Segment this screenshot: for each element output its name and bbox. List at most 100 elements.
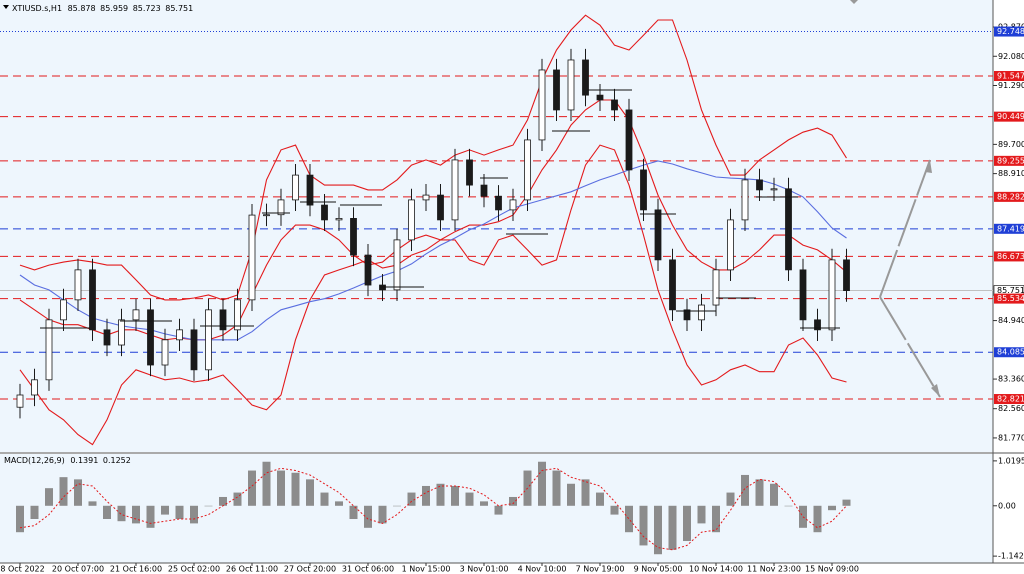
candle-body <box>248 214 256 301</box>
x-tick-label: 20 Oct 07:00 <box>52 565 104 574</box>
header-value: 0.1252 <box>103 456 131 465</box>
projection-arrow <box>879 159 931 298</box>
candle-body <box>509 199 517 211</box>
symbol: XTIUSD.s,H1 <box>12 4 62 13</box>
candle-body <box>31 379 38 396</box>
macd-bar <box>132 505 140 524</box>
indicator-line <box>19 99 847 341</box>
y-tick-label: 88.910 <box>998 169 1024 178</box>
macd-bar <box>103 505 111 519</box>
macd-bar <box>277 470 285 506</box>
macd-bar <box>233 492 242 506</box>
indicator-line <box>19 160 847 341</box>
macd-bar <box>770 483 778 506</box>
x-tick-label: 18 Oct 2022 <box>0 565 45 574</box>
macd-bar <box>755 479 764 506</box>
indicator-line <box>19 144 847 446</box>
macd-bar <box>422 485 430 506</box>
macd-bar <box>262 461 271 506</box>
drawing-objects <box>40 0 941 398</box>
candle-body <box>408 199 415 241</box>
price-level-box <box>994 223 1024 234</box>
price-level-label: 87.419 <box>997 224 1024 233</box>
macd-bar <box>161 505 169 515</box>
macd-bar <box>567 483 575 506</box>
y-tick-label: 83.360 <box>998 375 1024 384</box>
macd-bar <box>581 479 590 506</box>
candle-body <box>16 394 24 408</box>
candle-body <box>89 269 96 331</box>
price-level-box <box>994 394 1024 405</box>
macd-bar <box>784 505 793 507</box>
candle-body <box>524 139 531 201</box>
candle-body <box>103 329 111 346</box>
y-tick-label: 1.0195 <box>998 456 1024 465</box>
price-level-box <box>994 70 1024 81</box>
candle-body <box>640 169 647 211</box>
macd-bar <box>30 505 39 519</box>
header-value: 85.878 <box>68 4 96 13</box>
candle-body <box>176 329 183 341</box>
price-panel <box>0 0 993 452</box>
macd-bar <box>74 479 82 506</box>
candle-body <box>538 69 546 141</box>
price-level-label: 85.751 <box>997 286 1024 295</box>
macd-bar <box>494 505 503 515</box>
macd-bar <box>828 505 836 511</box>
y-tick-label: 89.700 <box>998 140 1024 149</box>
candle-body <box>683 309 691 321</box>
x-tick-label: 31 Oct 06:00 <box>342 565 394 574</box>
price-level-box <box>994 293 1024 304</box>
candle-body <box>698 304 705 321</box>
candle-body <box>828 259 836 331</box>
x-tick-label: 7 Nov 19:00 <box>576 565 625 574</box>
candle-body <box>350 218 357 256</box>
macd-bar <box>842 499 851 506</box>
macd-bar <box>335 501 343 506</box>
macd-bar <box>509 496 517 506</box>
candle-body <box>451 159 459 221</box>
candle-body <box>364 254 372 286</box>
price-level-label: 88.282 <box>997 192 1024 201</box>
candle-body <box>712 269 720 306</box>
x-tick-label: 9 Nov 05:00 <box>634 565 683 574</box>
macd-bar <box>320 492 329 506</box>
candle-body <box>147 309 154 366</box>
candle-body <box>654 209 662 261</box>
menu-triangle <box>3 5 9 9</box>
indicator-line <box>19 14 847 301</box>
price-level-label: 86.673 <box>997 252 1024 261</box>
arrow-head <box>925 160 932 173</box>
macd-bar <box>726 492 735 506</box>
candle-body <box>393 239 401 291</box>
price-level-box <box>994 251 1024 262</box>
macd-bar <box>175 505 184 519</box>
price-level-label: 89.255 <box>997 156 1024 165</box>
macd-bar <box>407 492 416 506</box>
macd-bar <box>59 477 68 506</box>
chart-header: XTIUSD.s,H1 85.878 85.959 85.723 85.751 <box>12 4 193 13</box>
arrow-head <box>931 384 940 397</box>
macd-bar <box>117 505 126 522</box>
header-value: 85.751 <box>165 4 193 13</box>
macd-bar <box>364 505 372 528</box>
indicator-title: MACD(12,26,9) <box>4 456 65 465</box>
macd-bar <box>16 505 24 533</box>
price-level-label: 85.534 <box>997 294 1024 303</box>
macd-bar <box>480 501 488 506</box>
candle-body <box>60 299 67 321</box>
y-tick-label: 91.290 <box>998 81 1024 90</box>
price-level-box <box>994 347 1024 358</box>
y-tick-label: 92.080 <box>998 52 1024 61</box>
candle-body <box>321 204 328 221</box>
macd-header: MACD(12,26,9) 0.1391 0.1252 <box>4 456 131 465</box>
macd-bar <box>813 505 822 533</box>
macd-bar <box>596 492 604 506</box>
x-tick-label: 10 Nov 14:00 <box>689 565 743 574</box>
macd-bar <box>741 474 749 506</box>
candle-body <box>335 218 343 221</box>
candle-body <box>843 259 850 291</box>
candle-body <box>45 319 53 381</box>
candle-body <box>132 309 140 321</box>
